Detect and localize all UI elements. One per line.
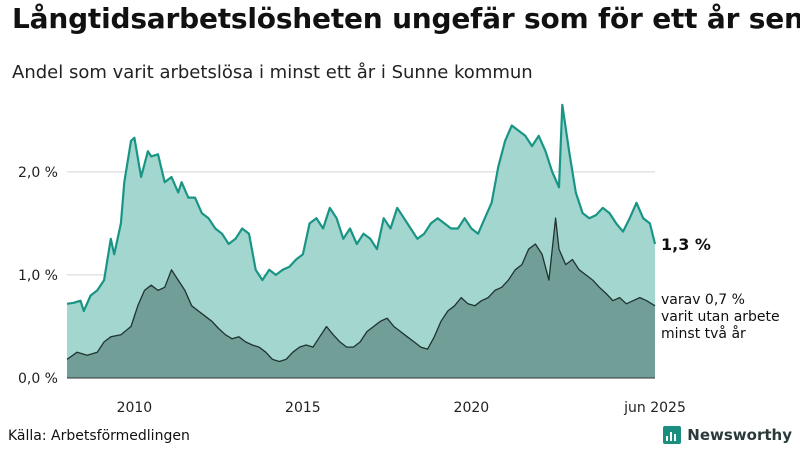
chart-subtitle: Andel som varit arbetslösa i minst ett å…	[12, 62, 533, 83]
x-tick-label: 2010	[117, 400, 153, 416]
y-tick-label: 2,0 %	[18, 165, 58, 181]
series-area-two-years	[67, 218, 655, 378]
x-tick-label: 2015	[285, 400, 321, 416]
end-label-two-years: varit utan arbete	[661, 309, 780, 325]
end-label-two-years: minst två år	[661, 325, 746, 342]
series-line-two-years	[66, 217, 656, 363]
brand-logo: Newsworthy	[663, 426, 792, 444]
end-label-total: 1,3 %	[661, 235, 711, 254]
x-tick-label: jun 2025	[623, 400, 686, 416]
y-tick-label: 0,0 %	[18, 371, 58, 387]
brand-name: Newsworthy	[687, 426, 792, 444]
source-note: Källa: Arbetsförmedlingen	[8, 428, 190, 444]
end-label-two-years: varav 0,7 %	[661, 292, 745, 308]
y-tick-label: 1,0 %	[18, 268, 58, 284]
chart-title: Långtidsarbetslösheten ungefär som för e…	[12, 2, 800, 35]
newsworthy-logo-icon	[663, 426, 682, 444]
x-tick-label: 2020	[454, 400, 490, 416]
series-line-total	[66, 103, 657, 313]
